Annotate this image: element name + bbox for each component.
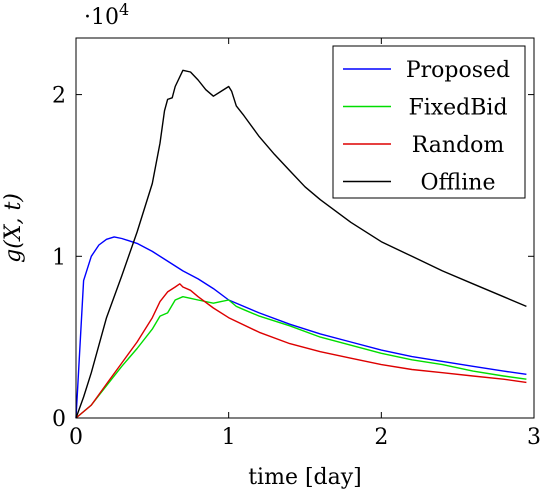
y-scale-label: ·104 <box>84 0 129 30</box>
y-tick-label: 2 <box>52 84 66 109</box>
series-line-random <box>75 283 527 419</box>
x-tick-label: 2 <box>374 425 388 450</box>
legend: Proposed FixedBid Random Offline <box>332 45 526 199</box>
y-scale-base: ·10 <box>84 5 119 30</box>
x-axis-title: time [day] <box>248 465 362 490</box>
legend-label-fixedbid: FixedBid <box>408 96 507 121</box>
legend-label-proposed: Proposed <box>406 58 510 83</box>
legend-label-random: Random <box>412 133 505 158</box>
y-tick-label: 0 <box>52 407 66 432</box>
x-tick-label: 0 <box>69 425 83 450</box>
ticks-layer: 0 1 2 3 0 1 2 <box>52 38 541 450</box>
y-axis-title: g(X, t) <box>1 193 26 263</box>
series-line-offline <box>75 69 527 419</box>
y-scale-exponent: 4 <box>119 0 129 19</box>
series-line-fixedbid <box>75 296 527 419</box>
legend-box <box>332 45 526 199</box>
plot-frame <box>75 37 535 419</box>
series-line-proposed <box>75 236 527 419</box>
y-tick-label: 1 <box>52 245 66 270</box>
legend-label-offline: Offline <box>421 171 496 196</box>
x-tick-label: 1 <box>222 425 236 450</box>
x-tick-label: 3 <box>527 425 541 450</box>
series-layer <box>75 69 527 419</box>
